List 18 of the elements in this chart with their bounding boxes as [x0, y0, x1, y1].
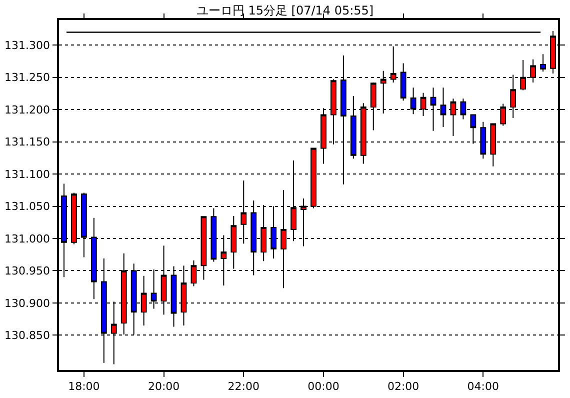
y-tick-label: 131.100: [4, 168, 50, 181]
x-tick-label: 18:00: [68, 380, 100, 393]
x-tick-label: 00:00: [308, 380, 340, 393]
y-tick-label: 131.050: [4, 200, 50, 214]
y-tick-label: 130.900: [4, 296, 50, 310]
x-tick-label: 22:00: [228, 380, 260, 393]
y-tick-label: 131.000: [4, 232, 50, 246]
y-tick-label: 130.850: [4, 329, 50, 342]
y-tick-label: 131.150: [4, 136, 50, 149]
y-tick-label: 130.950: [4, 264, 50, 278]
candlestick: [540, 54, 546, 72]
y-tick-label: 131.200: [4, 103, 50, 116]
x-tick-label: 02:00: [387, 380, 420, 393]
x-tick-label: 20:00: [148, 380, 180, 393]
y-tick-label: 131.250: [4, 71, 50, 84]
chart-title: ユーロ円 15分足 [07/14 05:55]: [196, 3, 374, 18]
y-tick-label: 131.300: [4, 38, 50, 52]
x-tick-label: 04:00: [467, 380, 499, 393]
